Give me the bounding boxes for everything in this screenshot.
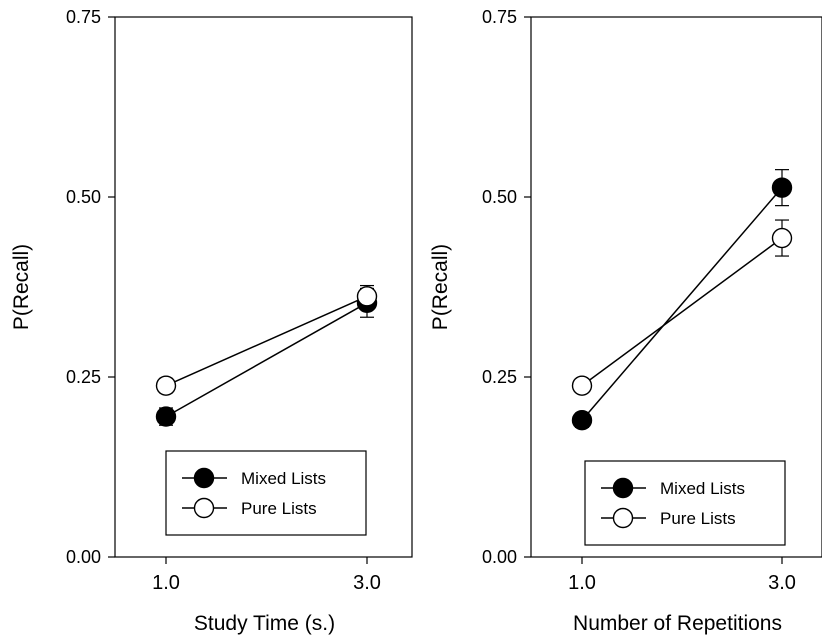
x-tick-label: 1.0 <box>568 572 596 594</box>
x-tick-label: 3.0 <box>768 572 796 594</box>
legend: Mixed Lists Pure Lists <box>585 461 785 545</box>
x-tick-label: 1.0 <box>152 572 180 594</box>
x-axis-title: Number of Repetitions <box>573 612 782 635</box>
y-axis-title: P(Recall) <box>429 244 452 330</box>
legend-marker-open <box>195 499 214 518</box>
y-tick-label: 0.25 <box>482 367 517 387</box>
series-line-pure <box>166 296 367 385</box>
y-tick-label: 0.00 <box>482 547 517 567</box>
y-tick-label: 0.50 <box>482 187 517 207</box>
legend-label: Mixed Lists <box>241 469 326 488</box>
legend-marker-filled <box>195 469 214 488</box>
legend-label: Mixed Lists <box>660 479 745 498</box>
data-point-open <box>573 376 592 395</box>
series-line-mixed <box>582 188 782 421</box>
legend-label: Pure Lists <box>241 499 317 518</box>
x-axis-title: Study Time (s.) <box>194 612 335 635</box>
chart-panel-1: 0.00 0.25 0.50 0.75 1.0 3.0 Study Time (s.) P(R… <box>10 7 412 635</box>
legend-marker-filled <box>614 479 633 498</box>
series-line-mixed <box>166 303 367 417</box>
y-tick-label: 0.75 <box>482 7 517 27</box>
y-tick-label: 0.00 <box>66 547 101 567</box>
legend-marker-open <box>614 509 633 528</box>
x-tick-label: 3.0 <box>353 572 381 594</box>
data-point-filled <box>157 407 176 426</box>
legend: Mixed Lists Pure Lists <box>166 451 366 535</box>
data-point-filled <box>773 178 792 197</box>
y-tick-label: 0.75 <box>66 7 101 27</box>
data-point-filled <box>573 411 592 430</box>
legend-box <box>585 461 785 545</box>
data-point-open <box>773 229 792 248</box>
chart-panel-2: 0.00 0.25 0.50 0.75 1.0 3.0 Number of Repetiti… <box>429 7 822 635</box>
legend-label: Pure Lists <box>660 509 736 528</box>
data-point-open <box>157 376 176 395</box>
legend-box <box>166 451 366 535</box>
y-axis-title: P(Recall) <box>10 244 33 330</box>
series-line-pure <box>582 238 782 386</box>
y-tick-label: 0.25 <box>66 367 101 387</box>
data-point-open <box>358 287 377 306</box>
y-tick-label: 0.50 <box>66 187 101 207</box>
